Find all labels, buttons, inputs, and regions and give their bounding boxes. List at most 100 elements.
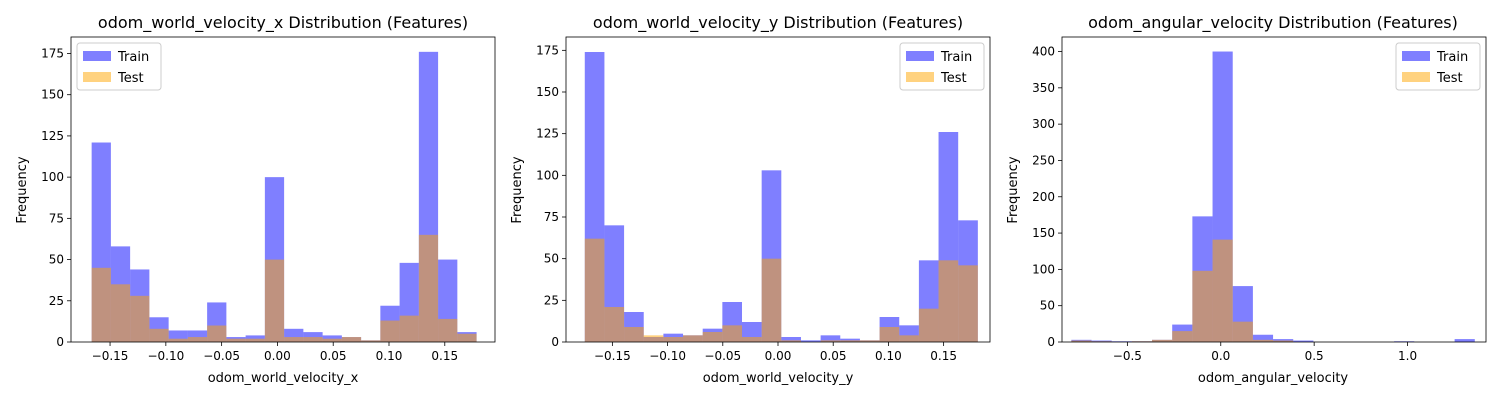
histogram-bar-test [879,327,900,342]
histogram-bar-test [168,338,188,342]
y-axis-label-2: Frequency [510,156,525,223]
histogram-bar-test [1192,270,1213,342]
y-tick-label: 0 [551,335,559,349]
y-tick-label: 175 [41,46,64,60]
histogram-bar-test [859,340,880,342]
histogram-bar-test [91,267,111,342]
x-tick-label: 0.05 [820,349,847,363]
plot-area-2: −0.15 −0.10 −0.05 0.00 0.05 0.10 0.15 0 25 50 75 10… [536,36,991,363]
x-tick-label: 0.10 [376,349,403,363]
y-tick-label: 25 [544,293,559,307]
y-tick-label: 50 [1040,299,1055,313]
legend-label-test: Test [940,71,967,86]
histogram-bar-train [1293,340,1314,342]
axes-frame [1061,36,1487,343]
plot-area-3: −0.5 0.0 0.5 1.0 0 50 100 150 200 250 300 350 400 Tra… [1032,36,1487,363]
chart-title-2: odom_world_velocity_y Distribution (Feat… [593,13,963,33]
y-tick-label: 75 [544,210,559,224]
histogram-bar-test [418,234,439,342]
histogram-bar-test [226,338,246,342]
y-tick-label: 400 [1032,45,1055,59]
chart-panel-2: odom_world_velocity_y Distribution (Feat… [510,13,963,386]
y-tick-label: 200 [1032,190,1055,204]
plot-area-1: −0.15 −0.10 −0.05 0.00 0.05 0.10 0.15 0 25 50 75 10… [41,36,496,363]
histogram-bar-test [1071,340,1092,342]
x-tick-label: 0.05 [320,349,347,363]
histogram-bar-test [187,337,208,342]
histogram-bar-train [168,330,188,342]
x-tick-label: −0.15 [594,349,631,363]
y-tick-label: 50 [544,252,559,266]
histogram-bar-train [840,338,860,342]
legend-1: Train Test [76,42,162,91]
chart-panel-1: odom_world_velocity_x Distribution (Feat… [15,13,468,386]
histogram-bar-test [584,238,605,342]
y-tick-label: 75 [49,211,64,225]
y-tick-label: 150 [41,88,64,102]
x-tick-label: 0.00 [765,349,792,363]
histogram-bar-test [1212,239,1233,342]
y-tick-label: 0 [1047,335,1055,349]
histogram-bar-test [110,284,131,342]
x-tick-label: 0.0 [1211,349,1230,363]
histogram-bar-test [663,337,684,342]
legend-2: Train Test [899,42,985,91]
x-tick-label: 0.10 [875,349,902,363]
histogram-bar-test [958,265,978,342]
histogram-bar-test [149,328,169,342]
x-tick-label: −0.15 [92,349,129,363]
histogram-bar-test [438,318,458,342]
legend-label-test: Test [1436,71,1463,86]
histogram-bar-test [207,325,227,342]
histogram-bar-train [1454,339,1475,342]
x-tick-label: 0.15 [431,349,458,363]
histogram-bar-test [399,315,419,342]
histogram-bar-test [341,337,362,342]
histogram-bar-test [1273,340,1294,342]
y-tick-label: 100 [536,168,559,182]
histogram-bar-test [820,340,841,342]
x-tick-label: −0.05 [203,349,240,363]
x-tick-label: −0.5 [1113,349,1142,363]
histogram-bar-test [245,338,265,342]
x-tick-label: 0.5 [1305,349,1324,363]
legend-label-train: Train [117,50,149,65]
histogram-bar-test [1172,331,1193,342]
y-tick-label: 100 [41,170,64,184]
legend-label-train: Train [940,50,972,65]
y-tick-label: 350 [1032,81,1055,95]
y-tick-label: 150 [536,85,559,99]
histogram-bar-test [742,337,762,342]
histogram-bar-train [781,337,801,342]
axes-frame [70,36,496,343]
x-tick-label: −0.05 [704,349,741,363]
y-tick-label: 300 [1032,117,1055,131]
histogram-bar-test [702,332,723,342]
histogram-bar-test [781,340,801,342]
x-axis-label-1: odom_world_velocity_x [208,371,359,386]
legend-swatch-test [83,72,111,82]
histogram-bar-test [284,337,304,342]
y-tick-label: 25 [49,294,64,308]
y-tick-label: 250 [1032,153,1055,167]
histogram-bar-test [840,340,860,342]
legend-3: Train Test [1395,42,1481,91]
y-tick-label: 125 [536,127,559,141]
chart-title-3: odom_angular_velocity Distribution (Feat… [1088,13,1458,33]
legend-swatch-test [1402,72,1430,82]
histogram-bar-test [643,335,664,342]
histogram-bar-test [361,340,381,342]
histogram-bar-test [938,260,959,342]
legend-swatch-train [906,51,934,61]
x-tick-label: 1.0 [1398,349,1417,363]
histogram-bar-test [604,307,625,342]
histogram-bar-test [380,320,400,342]
histogram-bar-train [820,335,841,342]
legend-swatch-train [1402,51,1430,61]
x-tick-label: −0.10 [147,349,184,363]
y-tick-label: 0 [56,335,64,349]
y-tick-label: 100 [1032,262,1055,276]
histogram-bar-train [800,340,821,342]
x-axis-label-2: odom_world_velocity_y [703,371,854,386]
